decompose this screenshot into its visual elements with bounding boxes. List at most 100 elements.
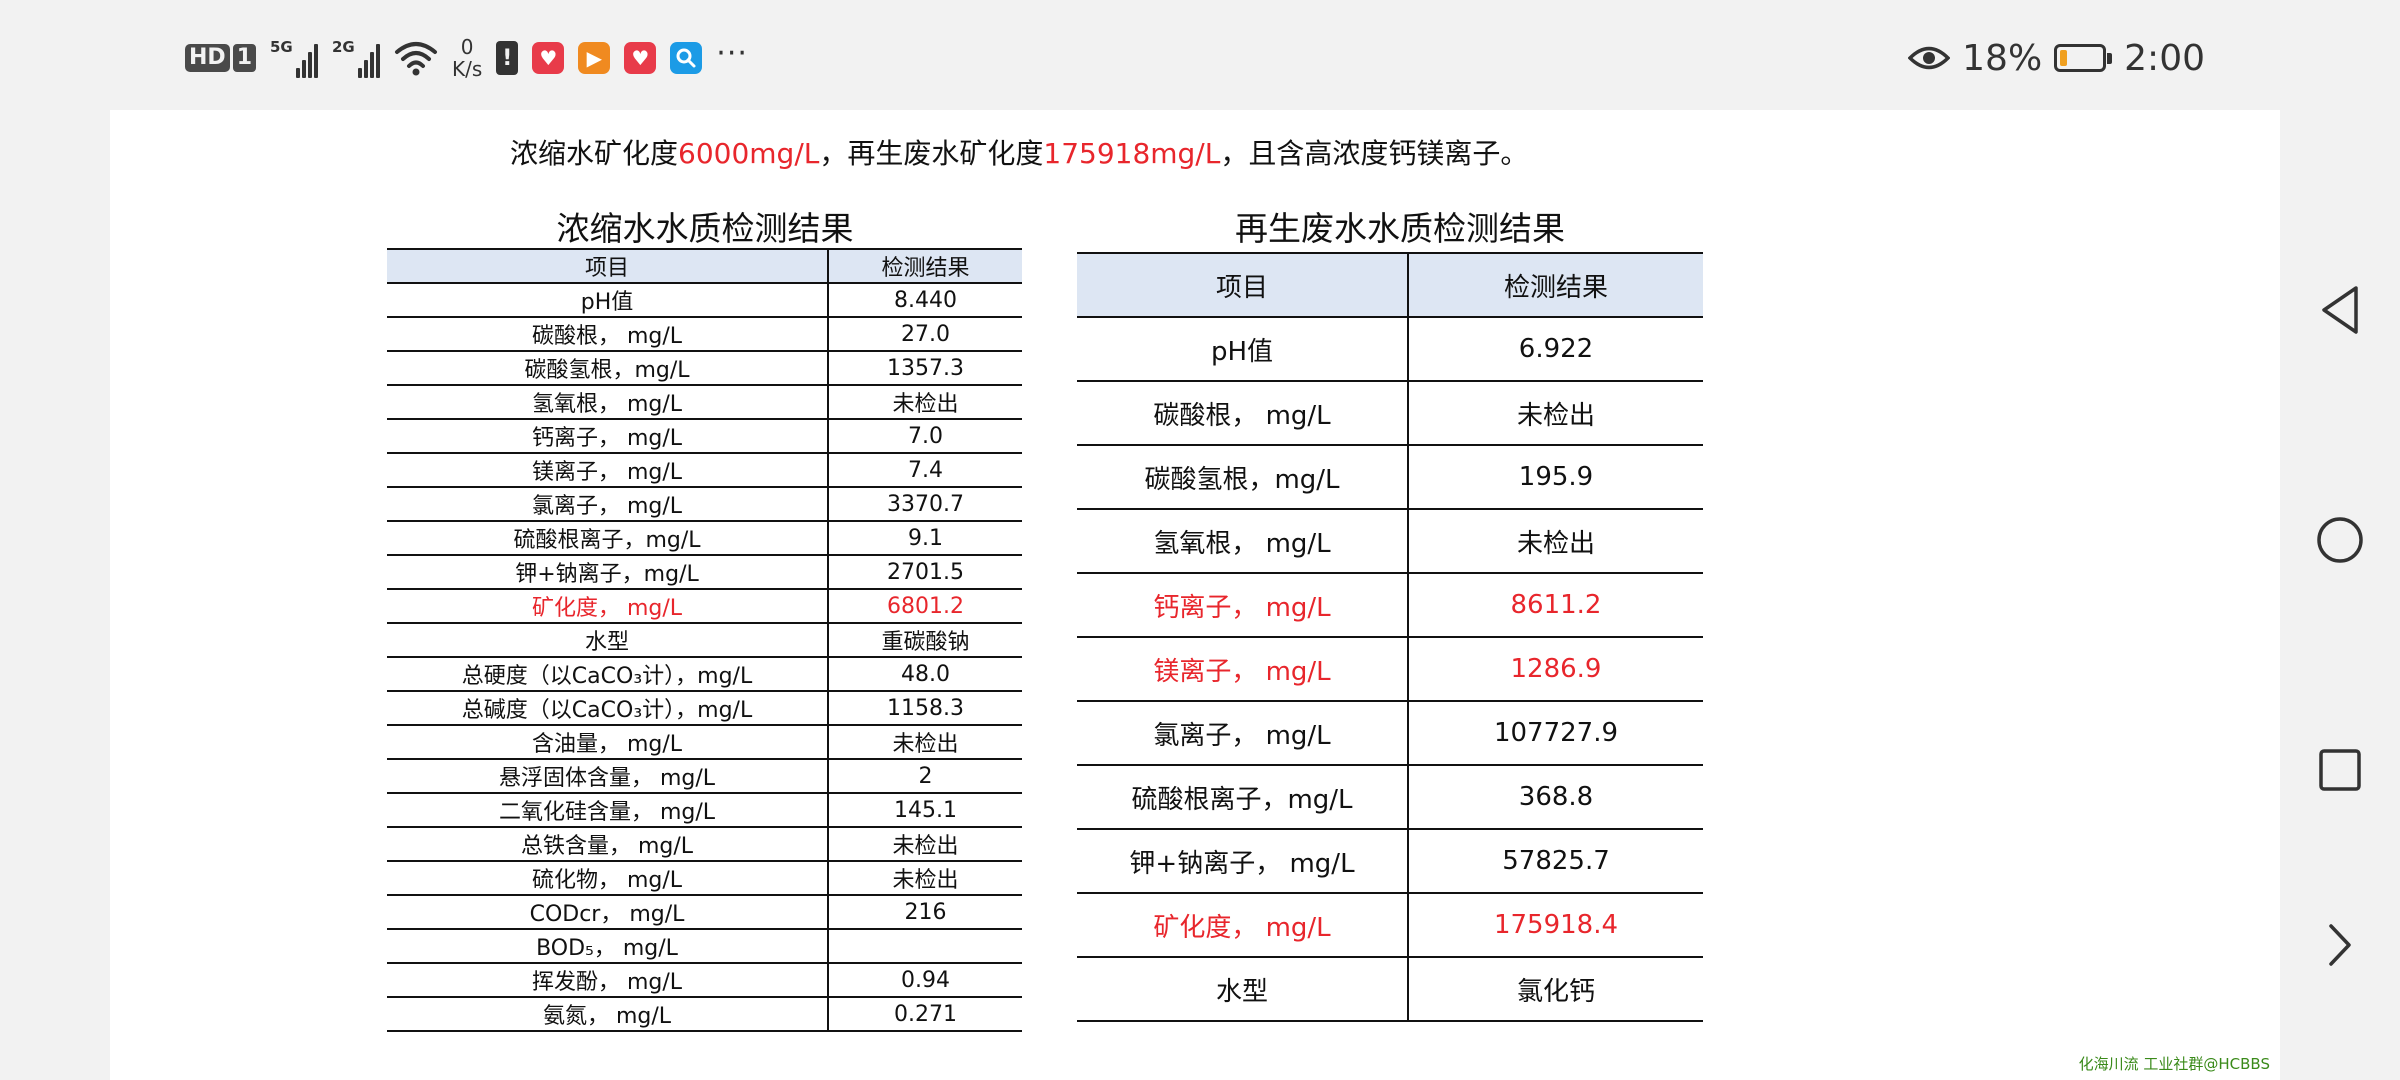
table2-header-item: 项目 [1077, 252, 1409, 318]
table1-item-cell: BOD₅， mg/L [387, 929, 829, 964]
table1-result-cell: 1158.3 [828, 691, 1022, 726]
table2-row: 氯离子， mg/L 107727.9 [1077, 701, 1703, 766]
video-app-icon: ▶ [578, 42, 611, 74]
table1-result-cell [828, 929, 1022, 964]
table1-item-cell: 氯离子， mg/L [387, 487, 829, 522]
table2-row: 镁离子， mg/L 1286.9 [1077, 637, 1703, 702]
table1-row: BOD₅， mg/L [387, 929, 1022, 964]
table1-item-cell: 总碱度（以CaCO₃计），mg/L [387, 691, 829, 726]
table2-result-cell: 未检出 [1408, 509, 1703, 574]
table1-row: 悬浮固体含量， mg/L 2 [387, 759, 1022, 794]
table1-result-cell: 2 [828, 759, 1022, 794]
table2-row: 氢氧根， mg/L 未检出 [1077, 509, 1703, 574]
intro-text: 浓缩水矿化度6000mg/L，再生废水矿化度175918mg/L，且含高浓度钙镁… [510, 137, 1529, 170]
alert-icon: ! [496, 41, 519, 75]
signal-2g-icon: 2G [332, 38, 380, 78]
recents-icon [2319, 749, 2361, 791]
table2-item-cell: 碳酸根， mg/L [1077, 381, 1409, 446]
table1-item-cell: 硫酸根离子，mg/L [387, 521, 829, 556]
regeneration-wastewater-table: 项目 检测结果 pH值 6.922 碳酸根， mg/L 未检出 碳酸氢根，mg/L 195… [1077, 252, 1703, 1022]
table1-row: 钙离子， mg/L 7.0 [387, 419, 1022, 454]
signal-5g-icon: 5G [270, 38, 318, 78]
table1-item-cell: 含油量， mg/L [387, 725, 829, 760]
table2-item-cell: 碳酸氢根，mg/L [1077, 445, 1409, 510]
table2-item-cell: 矿化度， mg/L [1077, 893, 1409, 958]
table1-item-cell: 钾+钠离子，mg/L [387, 555, 829, 590]
table1-row: 氨氮， mg/L 0.271 [387, 997, 1022, 1032]
table1-row: 钾+钠离子，mg/L 2701.5 [387, 555, 1022, 590]
status-bar-right: 18% 2:00 [1908, 30, 2205, 86]
table1-row: 氯离子， mg/L 3370.7 [387, 487, 1022, 522]
back-icon [2322, 286, 2358, 334]
table2-result-cell: 未检出 [1408, 381, 1703, 446]
table1-result-cell: 8.440 [828, 283, 1022, 318]
wifi-icon [395, 42, 437, 76]
table1-result-cell: 0.271 [828, 997, 1022, 1032]
table1-item-cell: 水型 [387, 623, 829, 658]
more-notifications-icon: ··· [716, 35, 748, 71]
table1-result-cell: 未检出 [828, 385, 1022, 420]
table1-result-cell: 未检出 [828, 827, 1022, 862]
table1-result-cell: 216 [828, 895, 1022, 930]
table1-item-cell: 碳酸氢根，mg/L [387, 351, 829, 386]
network-speed: 0 K/s [452, 35, 483, 81]
table1-result-cell: 3370.7 [828, 487, 1022, 522]
table1-result-cell: 9.1 [828, 521, 1022, 556]
table1-row: 碳酸根， mg/L 27.0 [387, 317, 1022, 352]
status-bar-left: HD 1 5G 2G 0 K/s ! ♥ ▶ ♥ ··· [185, 30, 748, 86]
table1-row: 硫酸根离子，mg/L 9.1 [387, 521, 1022, 556]
table2-row: 钙离子， mg/L 8611.2 [1077, 573, 1703, 638]
table2-result-cell: 195.9 [1408, 445, 1703, 510]
table1-result-cell: 27.0 [828, 317, 1022, 352]
table1-result-cell: 未检出 [828, 725, 1022, 760]
expand-button[interactable] [2310, 915, 2370, 975]
home-button[interactable] [2310, 510, 2370, 570]
table1-row: 二氧化硅含量， mg/L 145.1 [387, 793, 1022, 828]
table2-title: 再生废水水质检测结果 [1235, 209, 1565, 248]
table2-item-cell: 钾+钠离子， mg/L [1077, 829, 1409, 894]
battery-percent: 18% [1962, 37, 2043, 79]
table1-item-cell: pH值 [387, 283, 829, 318]
back-button[interactable] [2310, 280, 2370, 340]
table2-item-cell: 钙离子， mg/L [1077, 573, 1409, 638]
table1-row: pH值 8.440 [387, 283, 1022, 318]
table1-row: 水型 重碳酸钠 [387, 623, 1022, 658]
table2-result-cell: 175918.4 [1408, 893, 1703, 958]
table2-row: 矿化度， mg/L 175918.4 [1077, 893, 1703, 958]
table1-item-cell: 总硬度（以CaCO₃计），mg/L [387, 657, 829, 692]
table1-row: 镁离子， mg/L 7.4 [387, 453, 1022, 488]
search-app-icon [670, 42, 703, 74]
image-viewer[interactable]: 浓缩水矿化度6000mg/L，再生废水矿化度175918mg/L，且含高浓度钙镁… [110, 110, 2280, 1080]
table2-row: 水型 氯化钙 [1077, 957, 1703, 1022]
table1-item-cell: 氢氧根， mg/L [387, 385, 829, 420]
table1-row: CODcr， mg/L 216 [387, 895, 1022, 930]
table2-item-cell: 水型 [1077, 957, 1409, 1022]
table1-item-cell: 总铁含量， mg/L [387, 827, 829, 862]
clock: 2:00 [2124, 37, 2205, 79]
table2-row: pH值 6.922 [1077, 317, 1703, 382]
table2-item-cell: pH值 [1077, 317, 1409, 382]
home-icon [2317, 517, 2363, 563]
table1-result-cell: 48.0 [828, 657, 1022, 692]
battery-fill [2060, 50, 2068, 66]
table2-row: 碳酸根， mg/L 未检出 [1077, 381, 1703, 446]
status-bar: HD 1 5G 2G 0 K/s ! ♥ ▶ ♥ ··· [0, 0, 2280, 110]
table2-result-cell: 107727.9 [1408, 701, 1703, 766]
eye-icon [1908, 46, 1951, 70]
table1-result-cell: 重碳酸钠 [828, 623, 1022, 658]
table2-result-cell: 6.922 [1408, 317, 1703, 382]
table2-item-cell: 镁离子， mg/L [1077, 637, 1409, 702]
table2-item-cell: 氯离子， mg/L [1077, 701, 1409, 766]
table1-title: 浓缩水水质检测结果 [556, 209, 854, 248]
table2-header-result: 检测结果 [1408, 252, 1703, 318]
navigation-bar [2280, 0, 2400, 1080]
table1-row: 含油量， mg/L 未检出 [387, 725, 1022, 760]
concentrate-water-table: 项目 检测结果 pH值 8.440 碳酸根， mg/L 27.0 碳酸氢根，mg/L 13… [387, 248, 1022, 1032]
table2-row: 硫酸根离子，mg/L 368.8 [1077, 765, 1703, 830]
table2-result-cell: 1286.9 [1408, 637, 1703, 702]
hd-label: HD [185, 44, 230, 72]
table1-item-cell: 二氧化硅含量， mg/L [387, 793, 829, 828]
watermark: 化海川流 工业社群@HCBBS [2078, 1055, 2270, 1073]
recents-button[interactable] [2310, 740, 2370, 800]
table1-result-cell: 145.1 [828, 793, 1022, 828]
